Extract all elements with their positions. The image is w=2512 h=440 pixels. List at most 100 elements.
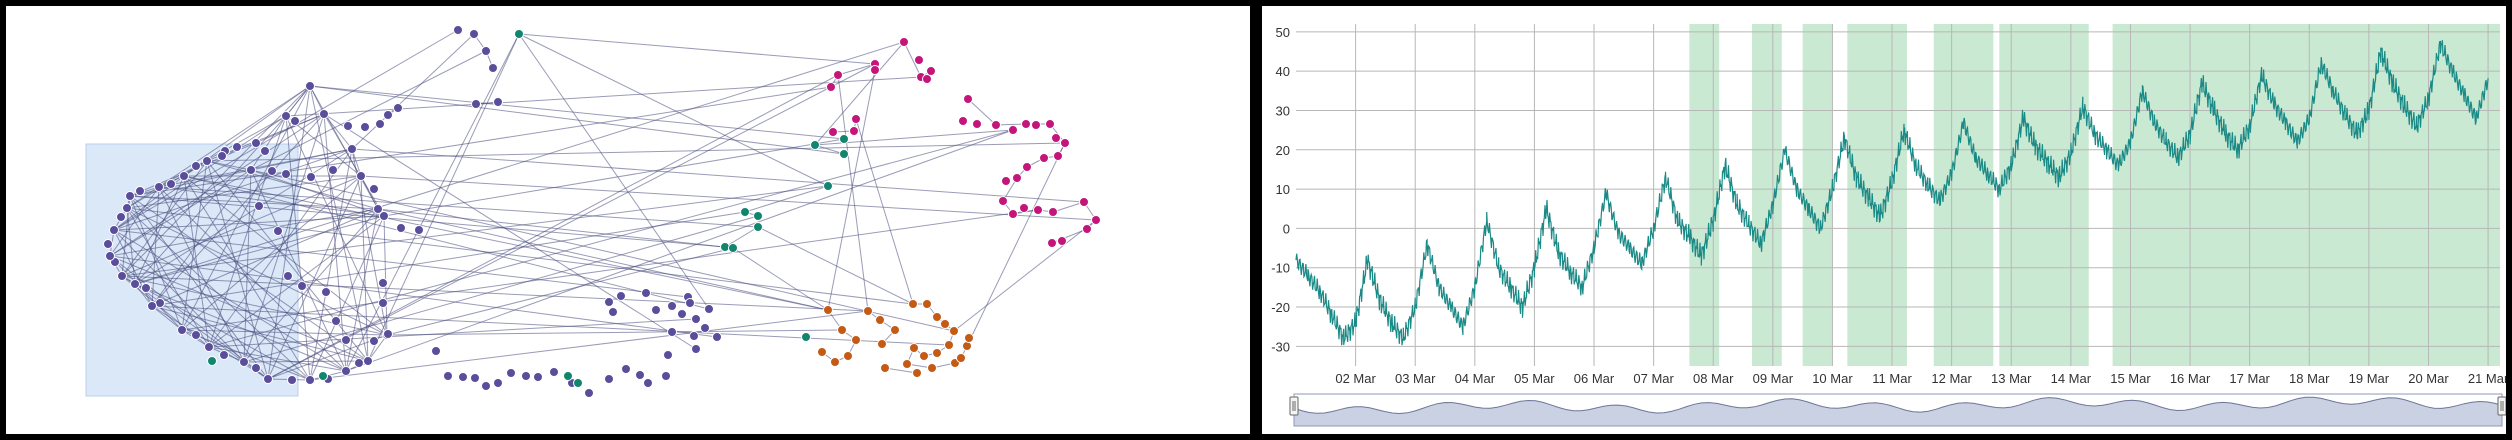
graph-node-67[interactable]	[254, 201, 264, 211]
graph-node-10[interactable]	[343, 121, 353, 131]
graph-node-18[interactable]	[251, 138, 261, 148]
graph-node-0[interactable]	[453, 25, 463, 35]
graph-node-69[interactable]	[283, 271, 293, 281]
graph-node-111[interactable]	[839, 149, 849, 159]
graph-node-172[interactable]	[922, 299, 932, 309]
graph-node-23[interactable]	[328, 165, 338, 175]
graph-node-100[interactable]	[651, 305, 661, 315]
graph-node-12[interactable]	[360, 122, 370, 132]
graph-node-131[interactable]	[833, 70, 843, 80]
graph-node-156[interactable]	[1079, 197, 1089, 207]
graph-node-113[interactable]	[839, 134, 849, 144]
graph-node-187[interactable]	[880, 363, 890, 373]
graph-node-75[interactable]	[431, 346, 441, 356]
graph-node-161[interactable]	[823, 305, 833, 315]
graph-node-97[interactable]	[608, 307, 618, 317]
graph-node-9[interactable]	[319, 109, 329, 119]
graph-node-6[interactable]	[305, 81, 315, 91]
graph-node-58[interactable]	[125, 191, 135, 201]
graph-node-146[interactable]	[1053, 151, 1063, 161]
graph-node-50[interactable]	[130, 279, 140, 289]
graph-node-89[interactable]	[635, 370, 645, 380]
graph-node-2[interactable]	[481, 46, 491, 56]
graph-node-160[interactable]	[1057, 236, 1067, 246]
graph-node-159[interactable]	[1047, 238, 1057, 248]
graph-node-57[interactable]	[122, 203, 132, 213]
graph-node-99[interactable]	[641, 288, 651, 298]
graph-node-166[interactable]	[817, 347, 827, 357]
graph-node-147[interactable]	[1039, 153, 1049, 163]
graph-node-45[interactable]	[191, 330, 201, 340]
graph-node-80[interactable]	[493, 378, 503, 388]
navigator-left-handle[interactable]	[1289, 396, 1299, 416]
graph-node-158[interactable]	[1082, 224, 1092, 234]
graph-node-170[interactable]	[877, 339, 887, 349]
graph-node-177[interactable]	[932, 348, 942, 358]
graph-node-102[interactable]	[685, 298, 695, 308]
graph-node-149[interactable]	[1012, 173, 1022, 183]
graph-node-153[interactable]	[1019, 203, 1029, 213]
graph-node-106[interactable]	[712, 332, 722, 342]
graph-node-46[interactable]	[177, 325, 187, 335]
graph-node-71[interactable]	[321, 287, 331, 297]
graph-node-130[interactable]	[870, 65, 880, 75]
graph-node-39[interactable]	[287, 375, 297, 385]
graph-node-84[interactable]	[549, 367, 559, 377]
graph-node-82[interactable]	[521, 371, 531, 381]
graph-node-94[interactable]	[677, 309, 687, 319]
graph-node-134[interactable]	[849, 126, 859, 136]
graph-node-141[interactable]	[1021, 119, 1031, 129]
graph-node-142[interactable]	[1031, 120, 1041, 130]
graph-node-157[interactable]	[1091, 215, 1101, 225]
graph-node-60[interactable]	[154, 182, 164, 192]
graph-node-28[interactable]	[396, 223, 406, 233]
navigator-right-handle[interactable]	[2497, 396, 2506, 416]
graph-node-19[interactable]	[260, 146, 270, 156]
graph-node-125[interactable]	[914, 55, 924, 65]
graph-node-35[interactable]	[354, 358, 364, 368]
graph-node-123[interactable]	[573, 378, 583, 388]
graph-node-77[interactable]	[458, 372, 468, 382]
graph-node-43[interactable]	[219, 350, 229, 360]
graph-node-175[interactable]	[949, 326, 959, 336]
graph-node-154[interactable]	[1033, 205, 1043, 215]
graph-node-62[interactable]	[179, 171, 189, 181]
graph-node-185[interactable]	[964, 333, 974, 343]
graph-node-41[interactable]	[251, 363, 261, 373]
graph-node-178[interactable]	[919, 351, 929, 361]
graph-node-31[interactable]	[378, 298, 388, 308]
graph-node-8[interactable]	[290, 116, 300, 126]
graph-node-87[interactable]	[604, 374, 614, 384]
graph-node-144[interactable]	[1051, 133, 1061, 143]
graph-node-163[interactable]	[851, 335, 861, 345]
graph-node-17[interactable]	[232, 142, 242, 152]
graph-node-140[interactable]	[1008, 125, 1018, 135]
graph-node-72[interactable]	[331, 316, 341, 326]
graph-node-179[interactable]	[909, 343, 919, 353]
graph-node-86[interactable]	[584, 388, 594, 398]
graph-node-33[interactable]	[369, 336, 379, 346]
graph-node-151[interactable]	[998, 196, 1008, 206]
graph-node-137[interactable]	[958, 116, 968, 126]
graph-node-34[interactable]	[363, 356, 373, 366]
graph-node-7[interactable]	[281, 111, 291, 121]
graph-node-76[interactable]	[443, 371, 453, 381]
graph-node-183[interactable]	[956, 353, 966, 363]
graph-node-103[interactable]	[691, 314, 701, 324]
graph-node-25[interactable]	[369, 184, 379, 194]
graph-node-68[interactable]	[273, 226, 283, 236]
graph-node-36[interactable]	[341, 366, 351, 376]
graph-node-128[interactable]	[926, 66, 936, 76]
graph-node-70[interactable]	[297, 281, 307, 291]
graph-node-127[interactable]	[922, 74, 932, 84]
graph-node-66[interactable]	[246, 165, 256, 175]
graph-node-120[interactable]	[207, 356, 217, 366]
graph-node-30[interactable]	[378, 278, 388, 288]
graph-node-55[interactable]	[109, 225, 119, 235]
graph-node-164[interactable]	[843, 351, 853, 361]
graph-node-135[interactable]	[828, 127, 838, 137]
graph-node-162[interactable]	[837, 325, 847, 335]
graph-node-92[interactable]	[663, 350, 673, 360]
graph-node-112[interactable]	[810, 140, 820, 150]
graph-node-114[interactable]	[740, 207, 750, 217]
